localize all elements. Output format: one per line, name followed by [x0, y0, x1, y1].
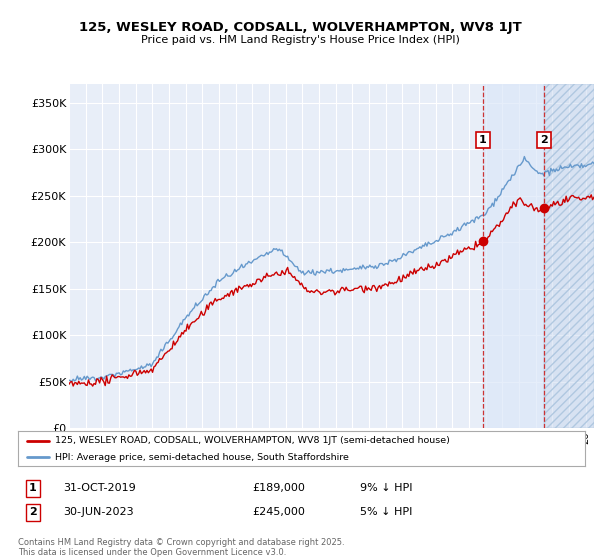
Text: 31-OCT-2019: 31-OCT-2019	[63, 483, 136, 493]
Text: 125, WESLEY ROAD, CODSALL, WOLVERHAMPTON, WV8 1JT (semi-detached house): 125, WESLEY ROAD, CODSALL, WOLVERHAMPTON…	[55, 436, 450, 445]
Text: £189,000: £189,000	[252, 483, 305, 493]
Text: HPI: Average price, semi-detached house, South Staffordshire: HPI: Average price, semi-detached house,…	[55, 452, 349, 462]
Text: 1: 1	[479, 135, 487, 145]
Text: 30-JUN-2023: 30-JUN-2023	[63, 507, 134, 517]
Text: 1: 1	[29, 483, 37, 493]
Text: 2: 2	[540, 135, 548, 145]
Text: Contains HM Land Registry data © Crown copyright and database right 2025.
This d: Contains HM Land Registry data © Crown c…	[18, 538, 344, 557]
Bar	[544, 84, 594, 428]
Text: £245,000: £245,000	[252, 507, 305, 517]
Bar	[544, 84, 594, 428]
Text: 2: 2	[29, 507, 37, 517]
Text: Price paid vs. HM Land Registry's House Price Index (HPI): Price paid vs. HM Land Registry's House …	[140, 35, 460, 45]
Text: 9% ↓ HPI: 9% ↓ HPI	[360, 483, 413, 493]
Text: 5% ↓ HPI: 5% ↓ HPI	[360, 507, 412, 517]
Bar	[483, 84, 544, 428]
Text: 125, WESLEY ROAD, CODSALL, WOLVERHAMPTON, WV8 1JT: 125, WESLEY ROAD, CODSALL, WOLVERHAMPTON…	[79, 21, 521, 34]
